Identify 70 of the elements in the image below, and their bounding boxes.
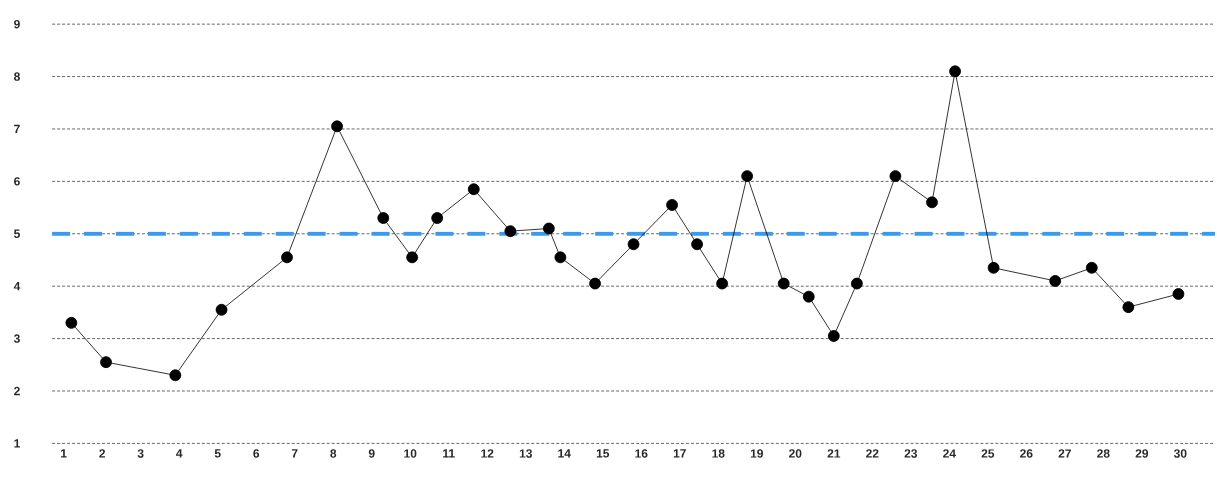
point — [949, 65, 961, 78]
y-tick-label: 5 — [14, 229, 20, 239]
point — [627, 238, 640, 251]
y-tick-label: 8 — [14, 72, 20, 82]
point — [215, 304, 228, 316]
point — [554, 251, 567, 264]
point — [889, 170, 902, 183]
point — [741, 170, 754, 183]
y-tick-label: 3 — [13, 334, 20, 344]
point — [100, 356, 112, 369]
point — [802, 291, 815, 303]
y-tick-label: 9 — [14, 20, 20, 29]
x-tick-label: 1 — [61, 449, 67, 458]
point — [851, 277, 863, 290]
x-tick-label: 14 — [558, 449, 571, 458]
x-tick-label: 2 — [99, 449, 106, 458]
x-tick-label: 23 — [904, 449, 918, 458]
point — [1085, 262, 1098, 274]
x-tick-label: 26 — [1020, 449, 1033, 458]
point — [987, 262, 1000, 274]
point — [467, 183, 480, 196]
x-tick-label: 24 — [943, 449, 956, 458]
point — [406, 251, 419, 264]
point — [1049, 275, 1062, 288]
x-tick-label: 3 — [137, 449, 144, 458]
x-tick-label: 6 — [253, 449, 260, 458]
x-tick-label: 8 — [330, 449, 337, 458]
point — [377, 212, 390, 225]
point — [926, 196, 938, 209]
x-tick-label: 20 — [789, 449, 802, 458]
point — [65, 317, 78, 329]
point — [666, 199, 678, 212]
point — [827, 330, 840, 343]
point — [331, 120, 343, 133]
x-tick-label: 29 — [1135, 449, 1149, 458]
x-tick-label: 10 — [404, 449, 417, 458]
x-tick-label: 30 — [1173, 449, 1187, 458]
x-tick-label: 25 — [981, 449, 995, 458]
x-tick-label: 21 — [827, 449, 841, 458]
x-tick-label: 4 — [176, 449, 183, 458]
point — [504, 225, 517, 238]
x-tick-label: 17 — [673, 449, 686, 458]
x-tick-label: 19 — [750, 449, 763, 458]
y-tick-label: 7 — [14, 125, 20, 134]
x-tick-label: 12 — [481, 449, 494, 458]
point — [716, 277, 729, 290]
point — [1172, 288, 1185, 301]
y-tick-label: 4 — [13, 282, 21, 291]
x-tick-label: 5 — [214, 449, 221, 458]
point — [431, 212, 444, 225]
point — [777, 277, 790, 290]
point — [542, 222, 555, 235]
x-tick-label: 27 — [1058, 449, 1071, 458]
x-tick-label: 13 — [519, 449, 532, 458]
x-tick-label: 15 — [596, 449, 610, 458]
x-tick-label: 9 — [368, 449, 375, 458]
x-tick-label: 22 — [866, 449, 879, 458]
x-tick-label: 28 — [1097, 449, 1110, 458]
y-tick-label: 1 — [14, 439, 20, 448]
point — [589, 277, 601, 290]
y-tick-label: 2 — [14, 387, 20, 396]
point — [281, 251, 293, 264]
point — [169, 369, 182, 382]
x-tick-label: 11 — [443, 449, 455, 458]
point — [1122, 301, 1135, 314]
point — [691, 238, 703, 251]
x-tick-label: 16 — [635, 449, 648, 458]
y-tick-label: 6 — [14, 177, 20, 186]
x-tick-label: 18 — [712, 449, 725, 458]
x-tick-label: 7 — [291, 449, 298, 458]
